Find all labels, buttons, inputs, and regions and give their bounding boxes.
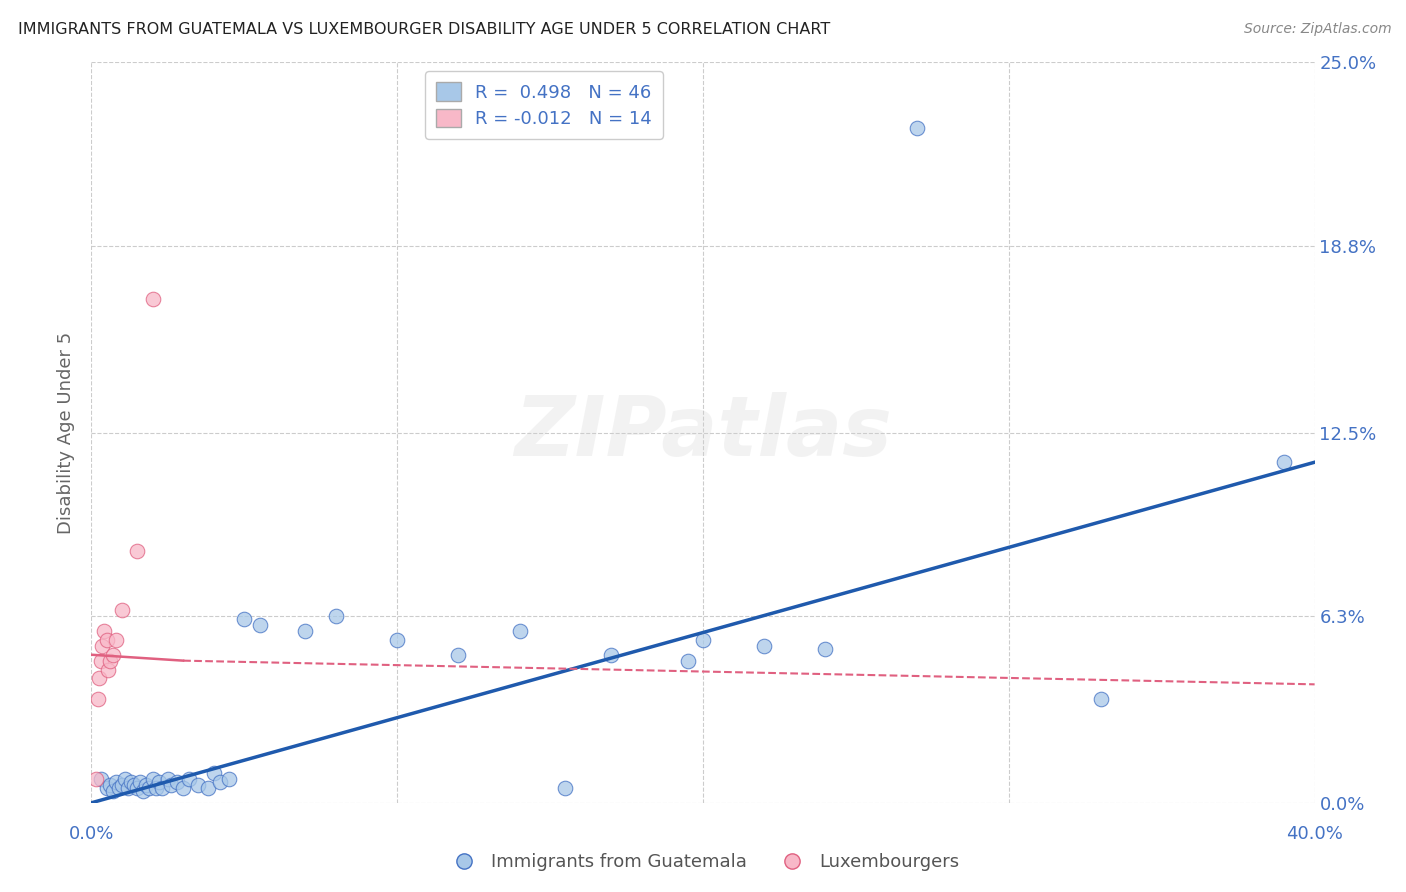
Point — [172, 780, 194, 795]
Point — [127, 544, 149, 558]
Point — [132, 784, 155, 798]
Point — [187, 778, 209, 792]
Point — [96, 780, 118, 795]
Point — [148, 775, 170, 789]
Point — [120, 775, 142, 789]
Point — [117, 780, 139, 795]
Point — [509, 624, 531, 638]
Point — [90, 772, 112, 786]
Point — [101, 784, 124, 798]
Text: 0.0%: 0.0% — [69, 825, 114, 843]
Point — [385, 632, 409, 647]
Point — [208, 775, 231, 789]
Point — [233, 612, 256, 626]
Point — [104, 632, 127, 647]
Point — [249, 618, 271, 632]
Point — [98, 778, 121, 792]
Point — [122, 778, 145, 792]
Point — [676, 654, 699, 668]
Point — [129, 775, 152, 789]
Point — [101, 648, 124, 662]
Point — [554, 780, 576, 795]
Text: ZIPatlas: ZIPatlas — [515, 392, 891, 473]
Point — [93, 624, 115, 638]
Point — [138, 780, 160, 795]
Point — [814, 641, 837, 656]
Text: 40.0%: 40.0% — [1286, 825, 1343, 843]
Point — [145, 780, 167, 795]
Point — [150, 780, 173, 795]
Text: IMMIGRANTS FROM GUATEMALA VS LUXEMBOURGER DISABILITY AGE UNDER 5 CORRELATION CHA: IMMIGRANTS FROM GUATEMALA VS LUXEMBOURGE… — [18, 22, 831, 37]
Point — [600, 648, 623, 662]
Point — [135, 778, 157, 792]
Point — [108, 780, 131, 795]
Point — [754, 639, 776, 653]
Point — [692, 632, 714, 647]
Point — [218, 772, 240, 786]
Point — [90, 654, 112, 668]
Legend: R =  0.498   N = 46, R = -0.012   N = 14: R = 0.498 N = 46, R = -0.012 N = 14 — [425, 71, 664, 139]
Point — [111, 778, 134, 792]
Point — [141, 293, 163, 307]
Point — [98, 654, 121, 668]
Point — [104, 775, 127, 789]
Y-axis label: Disability Age Under 5: Disability Age Under 5 — [58, 332, 76, 533]
Point — [87, 672, 110, 686]
Point — [97, 663, 120, 677]
Point — [166, 775, 188, 789]
Point — [447, 648, 470, 662]
Point — [91, 639, 114, 653]
Point — [127, 780, 149, 795]
Legend: Immigrants from Guatemala, Luxembourgers: Immigrants from Guatemala, Luxembourgers — [439, 847, 967, 879]
Point — [905, 120, 928, 135]
Point — [111, 603, 134, 617]
Point — [1272, 455, 1295, 469]
Point — [84, 772, 107, 786]
Point — [202, 766, 225, 780]
Point — [96, 632, 118, 647]
Point — [325, 609, 347, 624]
Point — [160, 778, 183, 792]
Point — [197, 780, 219, 795]
Point — [114, 772, 136, 786]
Point — [294, 624, 316, 638]
Point — [141, 772, 163, 786]
Point — [156, 772, 179, 786]
Point — [1090, 692, 1112, 706]
Point — [86, 692, 108, 706]
Text: Source: ZipAtlas.com: Source: ZipAtlas.com — [1244, 22, 1392, 37]
Point — [179, 772, 201, 786]
